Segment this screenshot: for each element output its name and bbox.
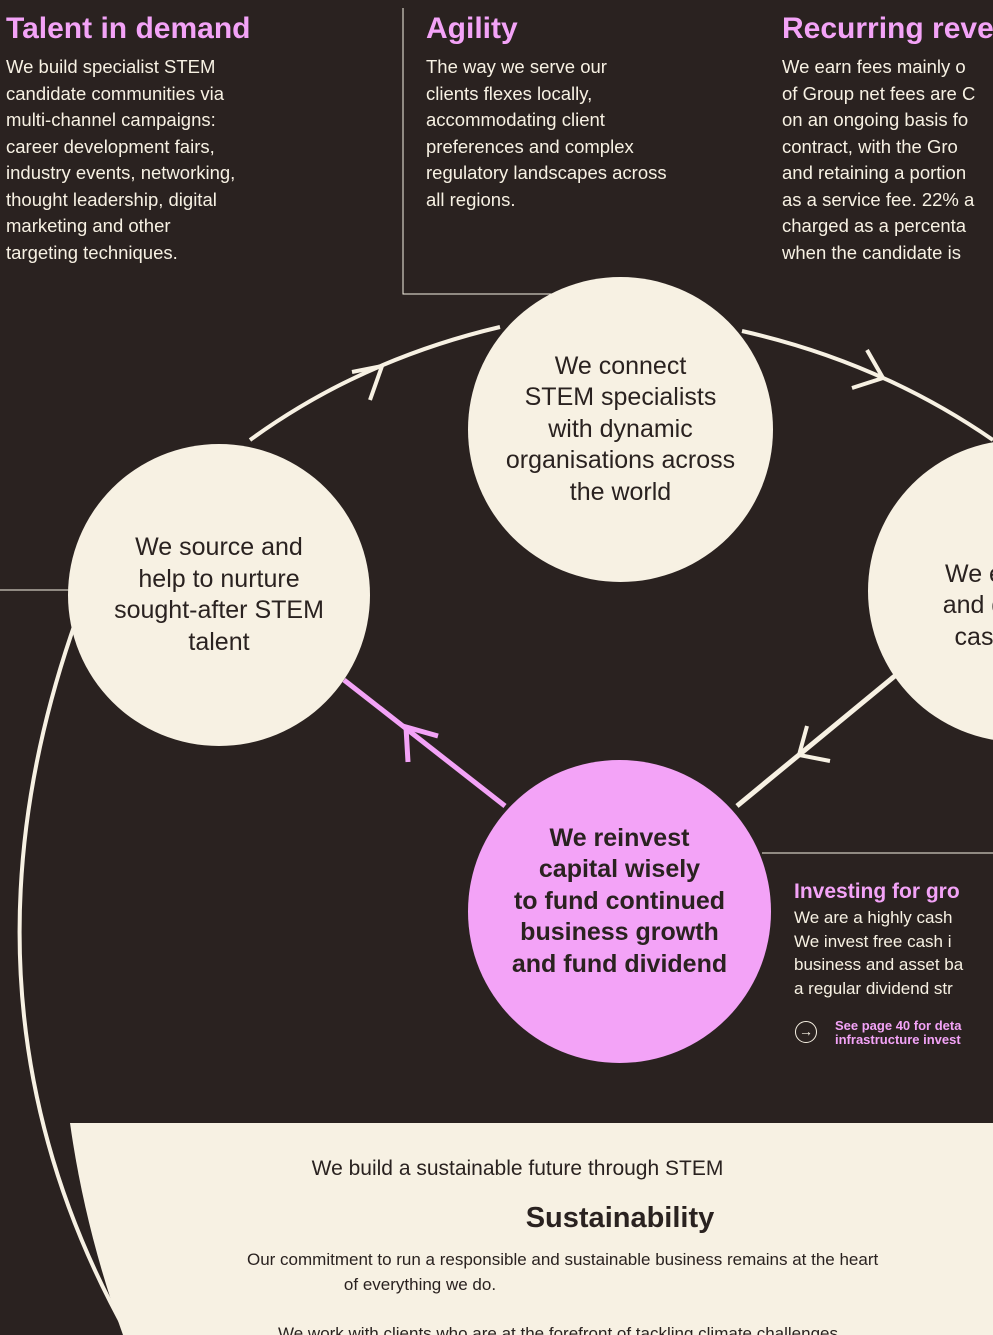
recurring-revenue-heading: Recurring reve <box>782 12 993 45</box>
node-earn-clip: We e and g cas <box>868 440 993 742</box>
arrowhead-earn-to-reinvest <box>796 725 831 763</box>
agility-block: Agility The way we serve our clients fle… <box>426 12 726 213</box>
agility-leader-line <box>402 8 552 295</box>
cycle-arc-connect-to-earn <box>741 329 993 442</box>
node-reinvest: We reinvest capital wisely to fund conti… <box>468 760 771 1063</box>
see-page-link[interactable]: See page 40 for deta infrastructure inve… <box>835 1019 962 1047</box>
outer-cycle-arc <box>17 614 130 1335</box>
cycle-line-earn-to-reinvest <box>735 673 898 808</box>
arrow-right-icon[interactable]: → <box>795 1021 817 1043</box>
agility-heading: Agility <box>426 12 518 45</box>
recurring-revenue-block: Recurring reve We earn fees mainly o of … <box>782 12 993 266</box>
node-source-label: We source and help to nurture sought-aft… <box>114 533 324 656</box>
arrowhead-reinvest-to-source <box>403 723 439 763</box>
node-earn-label: We e and g cas <box>942 559 993 651</box>
sustainability-panel <box>70 1123 993 1335</box>
recurring-revenue-description: We earn fees mainly o of Group net fees … <box>782 56 976 263</box>
node-source: We source and help to nurture sought-aft… <box>68 444 370 746</box>
node-earn: We e and g cas <box>868 440 993 742</box>
sustainability-cut-line: We work with clients who are at the fore… <box>278 1324 839 1335</box>
arrowhead-source-to-connect <box>351 363 386 401</box>
talent-heading: Talent in demand <box>6 12 251 45</box>
investing-heading: Investing for gro <box>794 880 960 903</box>
node-reinvest-label: We reinvest capital wisely to fund conti… <box>511 823 728 978</box>
agility-description: The way we serve our clients flexes loca… <box>426 56 667 210</box>
sustainability-description: Our commitment to run a responsible and … <box>247 1250 879 1294</box>
talent-block: Talent in demand We build specialist STE… <box>6 12 296 266</box>
cycle-arc-source-to-connect <box>248 325 501 442</box>
arrowhead-connect-to-earn <box>851 349 886 390</box>
investing-description: We are a highly cash We invest free cash… <box>794 908 964 998</box>
sustainability-title: Sustainability <box>525 1202 715 1234</box>
cycle-line-reinvest-to-source <box>342 678 507 808</box>
sustainability-tagline: We build a sustainable future through ST… <box>311 1157 724 1180</box>
node-connect: We connect STEM specialists with dynamic… <box>468 277 773 582</box>
talent-description: We build specialist STEM candidate commu… <box>6 56 236 263</box>
investing-block: Investing for gro We are a highly cash W… <box>794 880 993 1000</box>
node-connect-label: We connect STEM specialists with dynamic… <box>505 351 736 506</box>
